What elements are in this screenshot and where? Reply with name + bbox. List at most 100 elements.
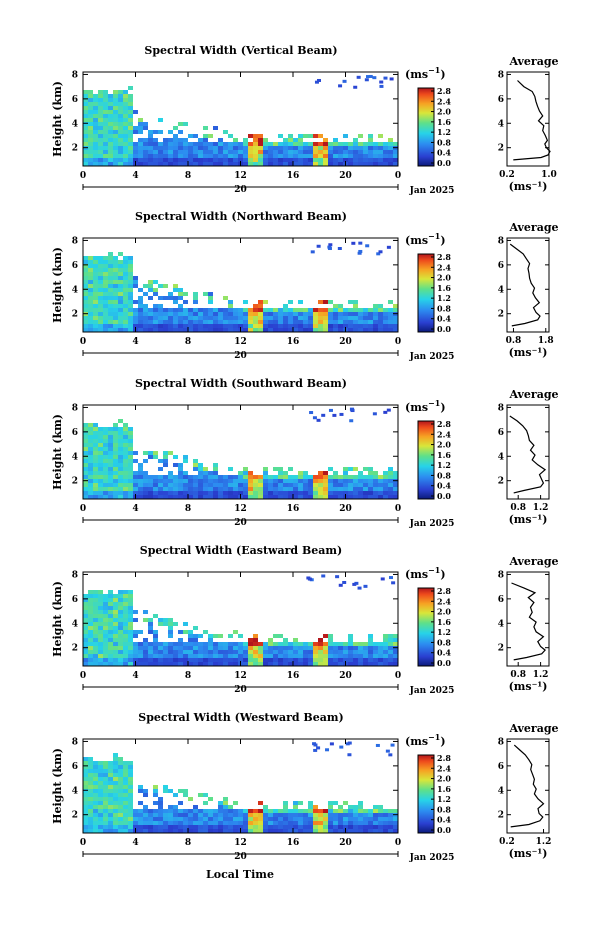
heatmap-cell xyxy=(263,324,268,328)
heatmap-cell xyxy=(113,316,118,320)
heatmap-cell xyxy=(328,158,333,162)
colorbar xyxy=(417,754,435,834)
heatmap-cell xyxy=(248,471,253,475)
heatmap-cell xyxy=(393,491,398,495)
heatmap-cell xyxy=(363,328,368,332)
heatmap-cell xyxy=(333,495,338,499)
heatmap-cell xyxy=(168,809,173,813)
heatmap-cell xyxy=(378,479,383,483)
heatmap-cell xyxy=(98,602,103,606)
heatmap-cell xyxy=(338,324,343,328)
heatmap-cell xyxy=(213,642,218,646)
heatmap-cell xyxy=(323,308,328,312)
heatmap-cell xyxy=(383,471,388,475)
heatmap-cell xyxy=(223,642,228,646)
heatmap-cell xyxy=(358,809,363,813)
heatmap-cell xyxy=(133,276,138,280)
heatmap-cell xyxy=(243,312,248,316)
heatmap-cell xyxy=(113,435,118,439)
heatmap-cell xyxy=(258,650,263,654)
heatmap-cell xyxy=(378,821,383,825)
heatmap-cell xyxy=(213,658,218,662)
heatmap-cell xyxy=(309,411,314,415)
heatmap-cell xyxy=(93,805,98,809)
heatmap-cell xyxy=(168,320,173,324)
heatmap-cell xyxy=(113,495,118,499)
heatmap-cell xyxy=(113,138,118,142)
heatmap-cell xyxy=(363,825,368,829)
heatmap-cell xyxy=(293,154,298,158)
heatmap-cell xyxy=(98,805,103,809)
heatmap-cell xyxy=(113,98,118,102)
heatmap-cell xyxy=(258,316,263,320)
heatmap-cell xyxy=(163,455,168,459)
heatmap-cell xyxy=(118,459,123,463)
heatmap-cell xyxy=(268,475,273,479)
heatmap-cell xyxy=(378,662,383,666)
heatmap-cell xyxy=(218,825,223,829)
heatmap-cell xyxy=(133,491,138,495)
heatmap-cell xyxy=(386,408,391,412)
heatmap-cell xyxy=(178,312,183,316)
heatmap-cell xyxy=(248,825,253,829)
heatmap-cell xyxy=(103,296,108,300)
heatmap-cell xyxy=(93,825,98,829)
heatmap-cell xyxy=(312,416,317,420)
heatmap-cell xyxy=(248,654,253,658)
heatmap-cell xyxy=(128,455,133,459)
heatmap-cell xyxy=(208,634,213,638)
heatmap-cell xyxy=(328,650,333,654)
heatmap-cell xyxy=(248,662,253,666)
heatmap-cell xyxy=(358,825,363,829)
heatmap-cell xyxy=(158,154,163,158)
heatmap-cell xyxy=(123,138,128,142)
heatmap-cell xyxy=(173,126,178,130)
heatmap-cell xyxy=(363,308,368,312)
heatmap-cell xyxy=(93,789,98,793)
heatmap-cell xyxy=(168,626,173,630)
heatmap-cell xyxy=(103,451,108,455)
heatmap-cell xyxy=(168,630,173,634)
x-axis-label: Local Time xyxy=(206,868,274,881)
heatmap-cell xyxy=(123,483,128,487)
heatmap-cell xyxy=(273,308,278,312)
colorbar-tick-label: 0.8 xyxy=(437,637,451,647)
heatmap-cell xyxy=(318,146,323,150)
heatmap-cell xyxy=(383,479,388,483)
heatmap-cell xyxy=(113,150,118,154)
heatmap-cell xyxy=(88,154,93,158)
heatmap-cell xyxy=(288,491,293,495)
heatmap-cell xyxy=(83,94,88,98)
heatmap-cell xyxy=(278,142,283,146)
heatmap-cell xyxy=(273,809,278,813)
heatmap-cell xyxy=(203,312,208,316)
heatmap-cell xyxy=(133,308,138,312)
heatmap-cell xyxy=(308,829,313,833)
heatmap-cell xyxy=(263,328,268,332)
heatmap-cell xyxy=(393,475,398,479)
heatmap-cell xyxy=(268,308,273,312)
heatmap-cell xyxy=(308,324,313,328)
heatmap-cell xyxy=(333,658,338,662)
heatmap-cell xyxy=(238,150,243,154)
heatmap-cell xyxy=(123,797,128,801)
heatmap-cell xyxy=(353,328,358,332)
heatmap-cell xyxy=(318,646,323,650)
heatmap-cell xyxy=(208,324,213,328)
date-day-label: 20 xyxy=(234,685,247,695)
heatmap-cell xyxy=(118,439,123,443)
heatmap-cell xyxy=(128,654,133,658)
heatmap-cell xyxy=(108,118,113,122)
heatmap-cell xyxy=(113,260,118,264)
heatmap-cell xyxy=(138,495,143,499)
heatmap-cell xyxy=(178,642,183,646)
heatmap-cell xyxy=(98,467,103,471)
date-day-label: 20 xyxy=(234,185,247,195)
heatmap-cell xyxy=(268,495,273,499)
x-tick-label: 12 xyxy=(234,671,247,681)
heatmap-cell xyxy=(228,134,233,138)
heatmap-cell xyxy=(298,801,303,805)
heatmap-cell xyxy=(218,654,223,658)
heatmap-cell xyxy=(93,320,98,324)
heatmap-cell xyxy=(218,817,223,821)
